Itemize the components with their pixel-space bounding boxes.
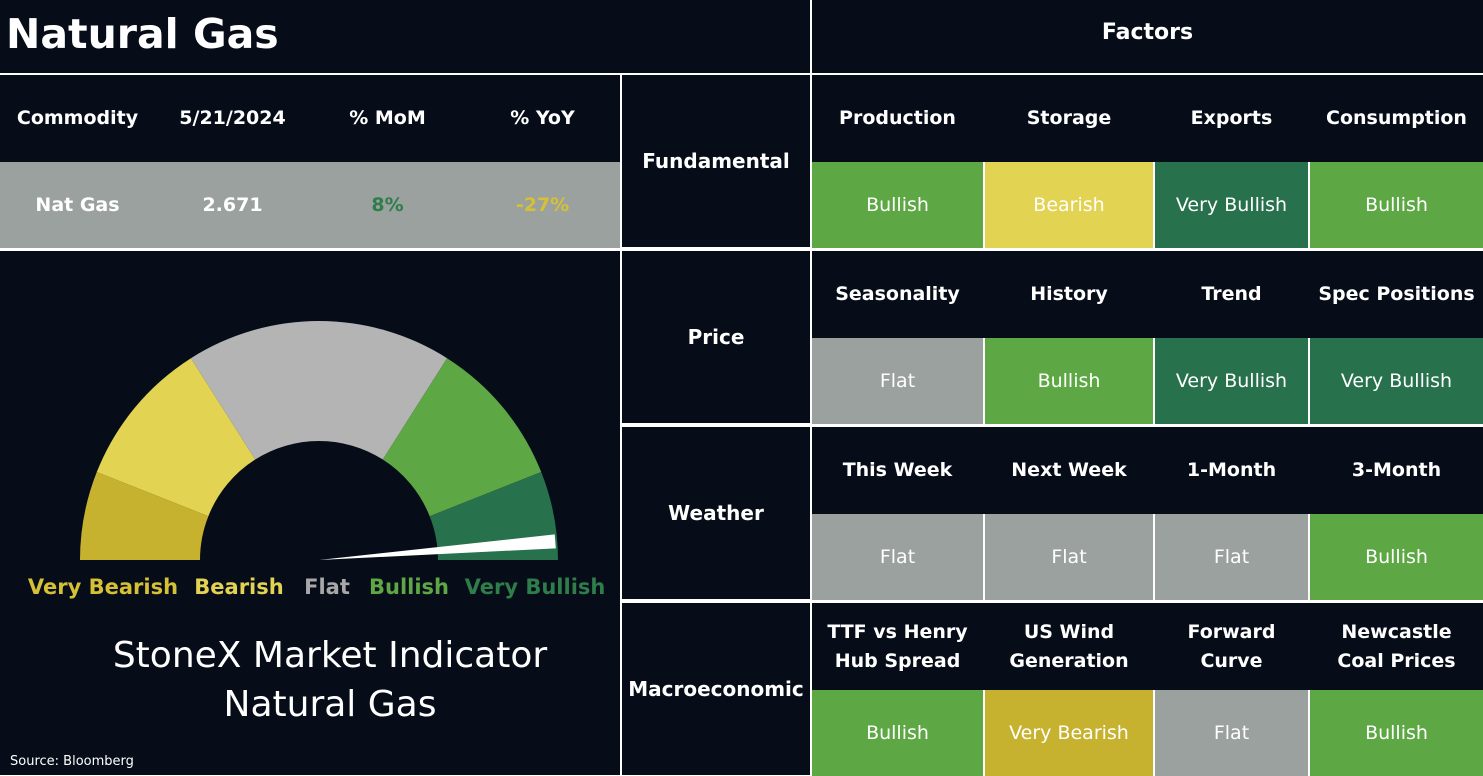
indicator-title-line-2: Natural Gas [223,684,437,725]
group-label: Fundamental [642,149,790,173]
factor-label: US Wind Generation [1009,620,1129,672]
factor-value: Flat [812,338,983,424]
factor-value: Bullish [1310,162,1483,248]
factor-value: Very Bullish [1155,162,1308,248]
factor-value: Flat [1155,690,1308,776]
factor-value: Bullish [985,338,1153,424]
factor-label: 1-Month [1186,459,1277,481]
gauge-label-bearish: Bearish [194,575,283,599]
factors-header-panel [812,0,1483,73]
commodity-price: 2.671 [202,193,263,216]
group-label: Weather [668,501,764,525]
factor-value: Bullish [812,162,983,248]
title-panel [0,0,810,73]
gauge-segment-very-bearish [80,472,209,560]
factor-value: Bullish [1310,514,1483,600]
factor-label: Spec Positions [1318,283,1475,305]
gauge-needle [319,534,556,560]
factor-value: Flat [1155,514,1308,600]
gauge-segment-bullish [382,358,542,517]
indicator-title-line-1: StoneX Market Indicator [112,635,548,676]
factor-label: Next Week [1011,459,1127,481]
factor-value: Bullish [1310,690,1483,776]
factor-header-row [812,603,1483,690]
group-panel [622,75,810,247]
factor-label: Trend [1201,283,1262,305]
factor-label: This Week [842,459,953,481]
commodity-header-panel [0,75,620,162]
col-header-mom: % MoM [349,107,426,129]
group-label: Macroeconomic [628,677,804,701]
col-header-yoy: % YoY [510,107,575,129]
group-panel [622,251,810,423]
factor-label: History [1030,283,1108,305]
factor-label: Exports [1190,107,1273,129]
factor-label: 3-Month [1351,459,1442,481]
factor-value: Very Bullish [1155,338,1308,424]
factor-label: Consumption [1326,107,1467,129]
factor-label: Production [839,107,956,129]
factor-value: Very Bearish [985,690,1153,776]
factor-value: Bullish [812,690,983,776]
gauge-label-very-bearish: Very Bearish [28,575,178,599]
commodity-name: Nat Gas [35,193,120,216]
factors-title: Factors [1101,20,1194,45]
col-header-date: 5/21/2024 [179,107,286,129]
commodity-row-panel [0,162,620,248]
factor-label: Forward Curve [1187,620,1276,672]
commodity-yoy: -27% [515,193,570,216]
col-header-commodity: Commodity [16,107,139,129]
factor-value: Flat [985,514,1153,600]
factor-header-row [812,427,1483,514]
factor-value: Very Bullish [1310,338,1483,424]
factor-header-row [812,75,1483,162]
gauge-segment-bearish [96,358,256,517]
factor-label: Storage [1026,107,1112,129]
group-panel [622,603,810,775]
gauge-segment-flat [190,321,448,460]
factor-value: Flat [812,514,983,600]
gauge-label-flat: Flat [304,575,350,599]
factor-label: TTF vs Henry Hub Spread [827,620,968,672]
source-note: Source: Bloomberg [10,754,134,769]
page-title: Natural Gas [6,10,279,58]
factor-label: Seasonality [835,283,960,305]
factor-value: Bearish [985,162,1153,248]
commodity-mom: 8% [371,193,404,216]
gauge-label-very-bullish: Very Bullish [465,575,606,599]
factor-label: Newcastle Coal Prices [1337,620,1456,672]
gauge-label-bullish: Bullish [369,575,449,599]
sentiment-gauge: Very Bearish Bearish Flat Bullish Very Bulli… [28,321,606,599]
group-panel [622,427,810,599]
factor-header-row [812,251,1483,338]
group-label: Price [687,325,745,349]
